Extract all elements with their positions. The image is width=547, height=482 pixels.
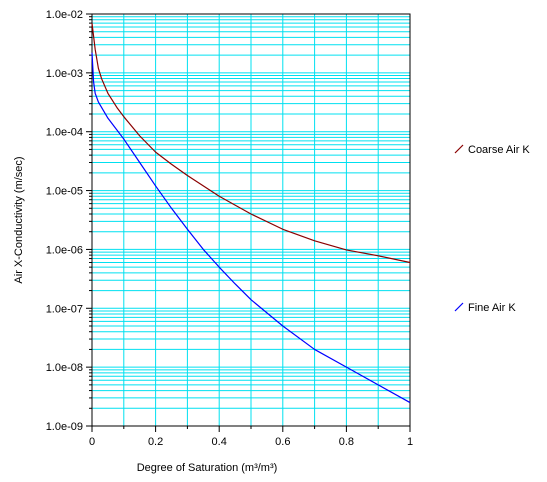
legend-swatch-coarse-air-k (454, 144, 464, 154)
y-tick-label: 1.0e-07 (46, 303, 83, 315)
x-axis-ticks: 0 0.2 0.4 0.6 0.8 1 (89, 426, 413, 448)
legend-swatch-fine-air-k (454, 302, 464, 312)
x-tick-label: 1 (407, 436, 413, 448)
x-axis-title: Degree of Saturation (m³/m³) (137, 462, 278, 474)
x-tick-label: 0.4 (212, 436, 227, 448)
series-group (91, 23, 411, 404)
legend-label-fine-air-k: Fine Air K (468, 302, 516, 314)
y-axis-title: Air X-Conductivity (m/sec) (13, 156, 25, 283)
y-tick-label: 1.0e-03 (46, 68, 83, 80)
y-tick-label: 1.0e-04 (46, 127, 83, 139)
x-tick-label: 0.6 (275, 436, 290, 448)
grid (92, 14, 410, 426)
x-tick-label: 0 (89, 436, 95, 448)
x-tick-label: 0.8 (339, 436, 354, 448)
y-tick-label: 1.0e-09 (46, 421, 83, 433)
y-tick-label: 1.0e-06 (46, 244, 83, 256)
legend-label-coarse-air-k: Coarse Air K (468, 144, 530, 156)
y-tick-label: 1.0e-05 (46, 186, 83, 198)
x-tick-label: 0.2 (148, 436, 163, 448)
y-axis-ticks: 1.0e-09 1.0e-08 1.0e-07 1.0e-06 1.0e-05 1.0e-… (46, 9, 92, 433)
series-line-fine-air-k (91, 52, 411, 404)
y-tick-label: 1.0e-02 (46, 9, 83, 21)
series-line-coarse-air-k (91, 23, 411, 264)
plot-frame (91, 13, 411, 427)
legend: Coarse Air K Fine Air K (454, 144, 530, 314)
y-tick-label: 1.0e-08 (46, 362, 83, 374)
